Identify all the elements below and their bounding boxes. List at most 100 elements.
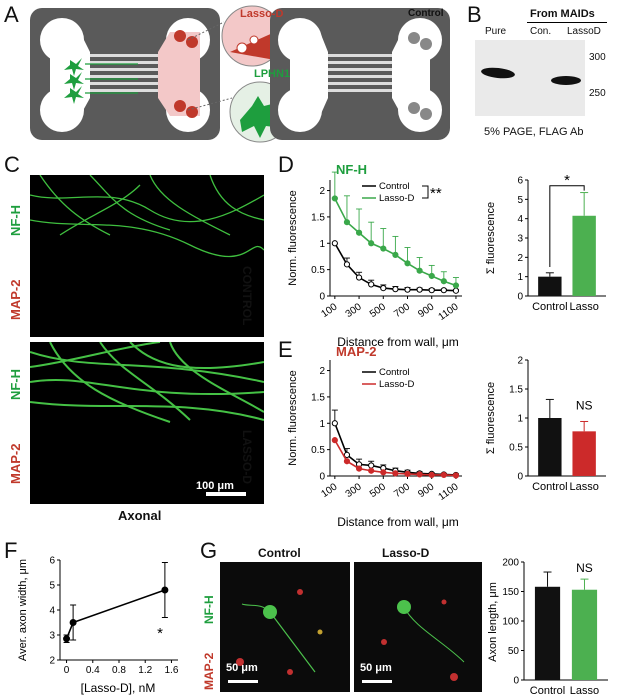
e-line-ytick-label: 1.5: [311, 392, 325, 403]
d-ylabel: Norm. fluorescence: [287, 190, 299, 285]
f-line-point: [63, 635, 71, 643]
axon-lines: [85, 63, 138, 94]
panel-f-chart: 2 3 4 5 6 0 0.4 0.8 1.2 1.6 Aver. axon width, μm [L…: [17, 556, 179, 696]
d-bar-sig: *: [564, 172, 570, 189]
e-line-xtick-label: 900: [416, 481, 436, 500]
panel-letter-b: B: [467, 2, 482, 27]
control-fibers: [30, 175, 264, 337]
d-sig: **: [430, 185, 442, 202]
panel-a-schematic: [30, 5, 450, 143]
d-line-xtick-label: 300: [344, 301, 364, 320]
band-pure: [480, 66, 516, 80]
f-line-ytick-label: 3: [49, 631, 55, 642]
f-line-point: [161, 586, 169, 594]
d-title: NF-H: [336, 162, 368, 177]
d-line-point: [355, 229, 363, 236]
e-line-point: [331, 437, 338, 444]
g-micrograph-lasso: [354, 562, 482, 692]
d-line-xtick-label: 900: [416, 301, 436, 320]
e-line-xtick-label: 100: [319, 481, 339, 500]
d-bar-ytick-label: 2: [517, 253, 523, 264]
panel-letter-d: D: [278, 152, 294, 177]
d-line-point: [404, 286, 411, 293]
e-line-ytick-label: 0.5: [311, 445, 325, 456]
e-bar-ytick-label: 0: [517, 472, 523, 483]
d-bar-ylabel: Σ fluorescence: [485, 202, 497, 274]
d-line-point: [416, 286, 423, 293]
e-bar-sig: NS: [576, 398, 593, 412]
e-bar-ytick-label: 1: [517, 414, 523, 425]
f-line-ytick-label: 2: [49, 656, 55, 667]
c-axonal-label: Axonal: [118, 508, 162, 523]
panel-letter-g: G: [200, 538, 218, 563]
d-line-point: [331, 195, 338, 202]
d-legend-control: Control: [379, 181, 410, 192]
f-line-xtick-label: 0.4: [86, 665, 100, 676]
c-map2-label-2: MAP-2: [8, 443, 23, 484]
e-line-point: [343, 458, 351, 465]
d-xlabel: Distance from wall, μm: [337, 335, 459, 349]
d-line-point: [392, 251, 399, 258]
d-sig-bracket: [422, 185, 429, 199]
d-line-ytick-label: 1: [319, 239, 325, 250]
d-bar-ytick-label: 5: [517, 195, 523, 206]
d-bar-bar: [572, 215, 596, 296]
control-label: Control: [408, 8, 444, 19]
e-line-xtick-label: 300: [344, 481, 364, 500]
d-bar-ytick-label: 1: [517, 272, 523, 283]
f-line-ytick-label: 5: [49, 581, 55, 592]
d-line-point: [428, 272, 435, 280]
d-bar-sig-bracket: [549, 185, 585, 267]
c-nfh-label-1: NF-H: [8, 204, 23, 236]
f-line-ytick-label: 4: [49, 606, 55, 617]
d-bar-ytick-label: 3: [517, 234, 523, 245]
e-bar-bar: [538, 418, 562, 476]
maids-header: From MAIDs: [530, 8, 595, 20]
d-line-point: [331, 240, 338, 247]
e-legend-control: Control: [379, 367, 410, 378]
lane-lasso: LassoD: [567, 26, 601, 37]
g-micrograph-control: [220, 562, 350, 692]
e-line-point: [416, 471, 423, 478]
d-line-ytick-label: 0: [319, 292, 325, 303]
d-line-ytick-label: 0.5: [311, 265, 325, 276]
d-line-point: [452, 287, 460, 294]
maids-underline: [527, 22, 607, 23]
e-legend-lasso: Lasso-D: [379, 379, 415, 390]
e-line-point: [452, 472, 460, 479]
e-line-xtick-label: 1100: [437, 481, 461, 503]
e-xlabel: Distance from wall, μm: [337, 515, 459, 529]
c-scale-label: 100 μm: [196, 480, 234, 492]
neuron-icons: [64, 58, 84, 104]
g-bar-category-label: Lasso: [570, 685, 599, 697]
d-line-xtick-label: 500: [368, 301, 388, 320]
e-bar-ytick-label: 2: [517, 356, 523, 367]
g-bar-sig: NS: [576, 561, 593, 575]
d-bar-category-label: Lasso: [569, 301, 598, 313]
d-line-point: [368, 240, 375, 247]
marker-300: 300: [589, 52, 606, 63]
d-line-point: [452, 282, 460, 289]
d-line-xtick-label: 700: [392, 301, 412, 320]
c-lasso-label: LASSO-D: [240, 430, 254, 484]
f-line-series-line: [65, 589, 166, 640]
e-line-ytick-label: 1: [319, 419, 325, 430]
f-line-xtick-label: 0: [64, 665, 70, 676]
microgrooves: [90, 54, 158, 92]
blot-membrane: [475, 40, 585, 116]
g-bar-category-label: Control: [530, 685, 565, 697]
e-line-point: [331, 420, 338, 427]
panel-letter-a: A: [4, 2, 19, 27]
e-line-point: [428, 471, 435, 479]
blot-caption: 5% PAGE, FLAG Ab: [484, 126, 584, 138]
d-bar-ytick-label: 4: [517, 214, 523, 225]
d-line-point: [355, 274, 363, 281]
e-line-point: [368, 462, 375, 469]
f-xlabel: [Lasso-D], nM: [81, 681, 156, 695]
e-bar-ytick-label: 0.5: [509, 443, 523, 454]
lasso-cells: [174, 30, 198, 118]
micrograph-lasso: [30, 342, 264, 504]
panel-letter-c: C: [4, 152, 20, 177]
g-nfh-label: NF-H: [202, 595, 216, 624]
g-control-label: Control: [258, 546, 301, 560]
